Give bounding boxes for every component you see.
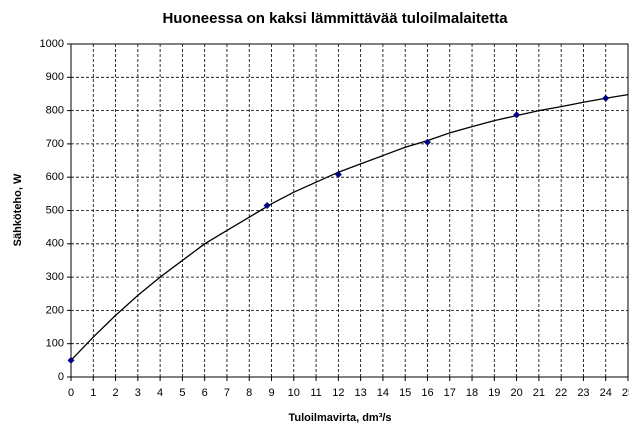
- chart-title: Huoneessa on kaksi lämmittävää tuloilmal…: [162, 10, 508, 27]
- x-axis-label: Tuloilmavirta, dm³/s: [288, 412, 391, 424]
- x-tick-label: 9: [268, 387, 274, 399]
- plot-border: [70, 43, 629, 378]
- x-tick-label: 11: [310, 387, 321, 399]
- x-tick-label: 12: [332, 387, 344, 399]
- data-point: [602, 94, 610, 102]
- data-point: [334, 171, 342, 179]
- x-tick-label: 7: [224, 387, 230, 399]
- x-tick-label: 8: [246, 387, 252, 399]
- y-tick-label: 800: [46, 105, 64, 117]
- y-tick-label: 1000: [40, 38, 64, 50]
- x-tick-label: 20: [510, 387, 522, 399]
- x-tick-label: 10: [288, 387, 300, 399]
- x-tick-label: 4: [157, 387, 163, 399]
- x-tick-label: 0: [68, 387, 74, 399]
- x-tick-label: 14: [377, 387, 389, 399]
- x-tick-label: 15: [399, 387, 411, 399]
- data-point: [423, 138, 431, 146]
- data-point: [67, 356, 75, 364]
- y-tick-label: 900: [46, 71, 64, 83]
- x-tick-label: 22: [555, 387, 567, 399]
- y-axis-label: Sähköteho, W: [12, 173, 24, 246]
- data-point: [263, 202, 271, 210]
- x-tick-label: 3: [135, 387, 141, 399]
- x-tick-label: 19: [488, 387, 500, 399]
- y-tick-label: 0: [58, 371, 64, 383]
- x-tick-label: 1: [90, 387, 96, 399]
- x-tick-label: 25: [622, 387, 629, 399]
- y-tick-label: 400: [46, 238, 64, 250]
- x-tick-label: 24: [600, 387, 612, 399]
- x-tick-label: 13: [355, 387, 367, 399]
- y-tick-label: 100: [46, 338, 64, 350]
- x-tick-label: 2: [112, 387, 118, 399]
- data-point: [513, 111, 521, 119]
- x-tick-label: 21: [533, 387, 545, 399]
- y-tick-label: 500: [46, 204, 64, 216]
- y-tick-label: 200: [46, 304, 64, 316]
- fit-curve: [70, 93, 629, 361]
- x-tick-label: 6: [202, 387, 208, 399]
- x-tick-label: 18: [466, 387, 478, 399]
- x-tick-label: 23: [577, 387, 589, 399]
- y-tick-label: 300: [46, 271, 64, 283]
- x-tick-label: 5: [179, 387, 185, 399]
- x-tick-label: 16: [421, 387, 433, 399]
- x-tick-label: 17: [444, 387, 456, 399]
- y-tick-label: 700: [46, 138, 64, 150]
- y-tick-label: 600: [46, 171, 64, 183]
